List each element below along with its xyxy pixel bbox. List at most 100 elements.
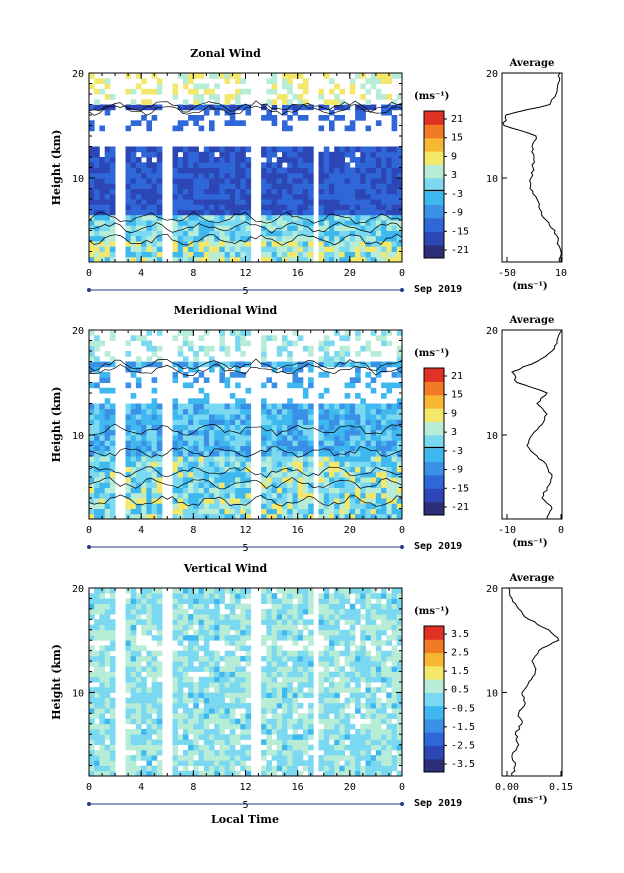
heatmap-cell [308,414,314,420]
heatmap-cell [146,246,152,252]
heatmap-cell [344,619,351,625]
heatmap-cell [282,671,288,678]
heatmap-cell [261,598,267,604]
heatmap-cell [141,88,147,95]
heatmap-cell [130,624,137,631]
heatmap-cell [89,104,95,111]
heatmap-cell [203,498,210,504]
heatmap-cell [172,503,179,509]
heatmap-cell [125,492,132,499]
heatmap-cell [261,188,267,195]
heatmap-cell [104,230,111,237]
heatmap-cell [203,230,210,237]
heatmap-cell [360,214,366,221]
colorbar-tick-label: 9 [451,151,457,162]
heatmap-cell [229,749,236,756]
heatmap-cell [172,666,179,672]
profile-unit: (ms⁻¹) [512,538,547,549]
heatmap-cell [156,635,163,641]
heatmap-cell [339,335,345,341]
heatmap-cell [349,256,356,263]
heatmap-cell [266,450,272,457]
heatmap-cell [381,482,387,488]
heatmap-cell [240,445,246,452]
heatmap-cell [109,708,116,714]
heatmap-cell [344,125,351,132]
heatmap-cell [349,661,356,667]
heatmap-cell [282,598,288,604]
heatmap-cell [229,471,236,478]
heatmap-cell [370,487,377,494]
heatmap-cell [302,414,309,420]
heatmap-cell [89,614,95,620]
heatmap-cell [245,109,252,116]
heatmap-cell [141,435,147,441]
heatmap-cell [271,178,278,184]
heatmap-cell [182,335,189,341]
heatmap-cell [375,199,382,205]
colorbar-band [424,758,444,773]
contour-line [88,423,403,437]
heatmap-cell [276,183,283,189]
heatmap-cell [308,729,314,735]
heatmap-cell [344,162,351,168]
heatmap-cell [349,471,356,478]
heatmap-cell [386,241,392,247]
heatmap-cell [99,340,105,347]
heatmap-cell [94,666,100,672]
heatmap-cell [391,419,398,425]
heatmap-cell [329,172,335,179]
heatmap-cell [318,361,325,368]
heatmap-cell [209,435,215,441]
heatmap-cell [276,178,283,184]
heatmap-cell [193,682,199,688]
heatmap-cell [151,214,158,221]
heatmap-cell [355,146,361,153]
heatmap-cell [141,503,147,509]
heatmap-cell [375,94,382,100]
heatmap-cell [240,450,246,457]
heatmap-cell [365,193,372,200]
colorbar-tick-label: 21 [451,114,463,125]
heatmap-cell [219,687,225,693]
heatmap-cell [203,713,210,719]
heatmap-cell [271,361,278,368]
heatmap-cell [365,692,372,698]
heatmap-cell [271,214,278,221]
heatmap-cell [214,598,220,604]
heatmap-cell [182,73,189,79]
heatmap-cell [391,744,398,751]
heatmap-cell [329,593,335,599]
heatmap-cell [370,351,377,357]
heatmap-cell [287,619,293,625]
heatmap-cell [287,760,293,766]
heatmap-cell [209,408,215,415]
heatmap-cell [349,241,356,247]
heatmap-cell [261,487,267,494]
heatmap-cell [292,382,299,389]
heatmap-cell [130,230,137,237]
heatmap-cell [318,603,325,610]
heatmap-cell [104,398,111,404]
heatmap-cell [318,482,325,488]
heatmap-cell [109,188,116,195]
heatmap-cell [188,749,194,756]
heatmap-cell [89,603,95,610]
heatmap-cell [209,702,215,709]
heatmap-cell [323,204,330,210]
heatmap-cell [151,188,158,195]
heatmap-cell [141,498,147,504]
heatmap-cell [235,682,241,688]
heatmap-cell [334,104,340,111]
heatmap-cell [141,230,147,237]
heatmap-cell [229,214,236,221]
heatmap-cell [355,366,361,373]
heatmap-cell [209,220,215,226]
heatmap-cell [282,204,288,210]
heatmap-cell [349,146,356,153]
heatmap-cell [151,246,158,252]
heatmap-cell [182,619,189,625]
heatmap-cell [109,749,116,756]
heatmap-cell [349,204,356,210]
heatmap-cell [276,718,283,725]
